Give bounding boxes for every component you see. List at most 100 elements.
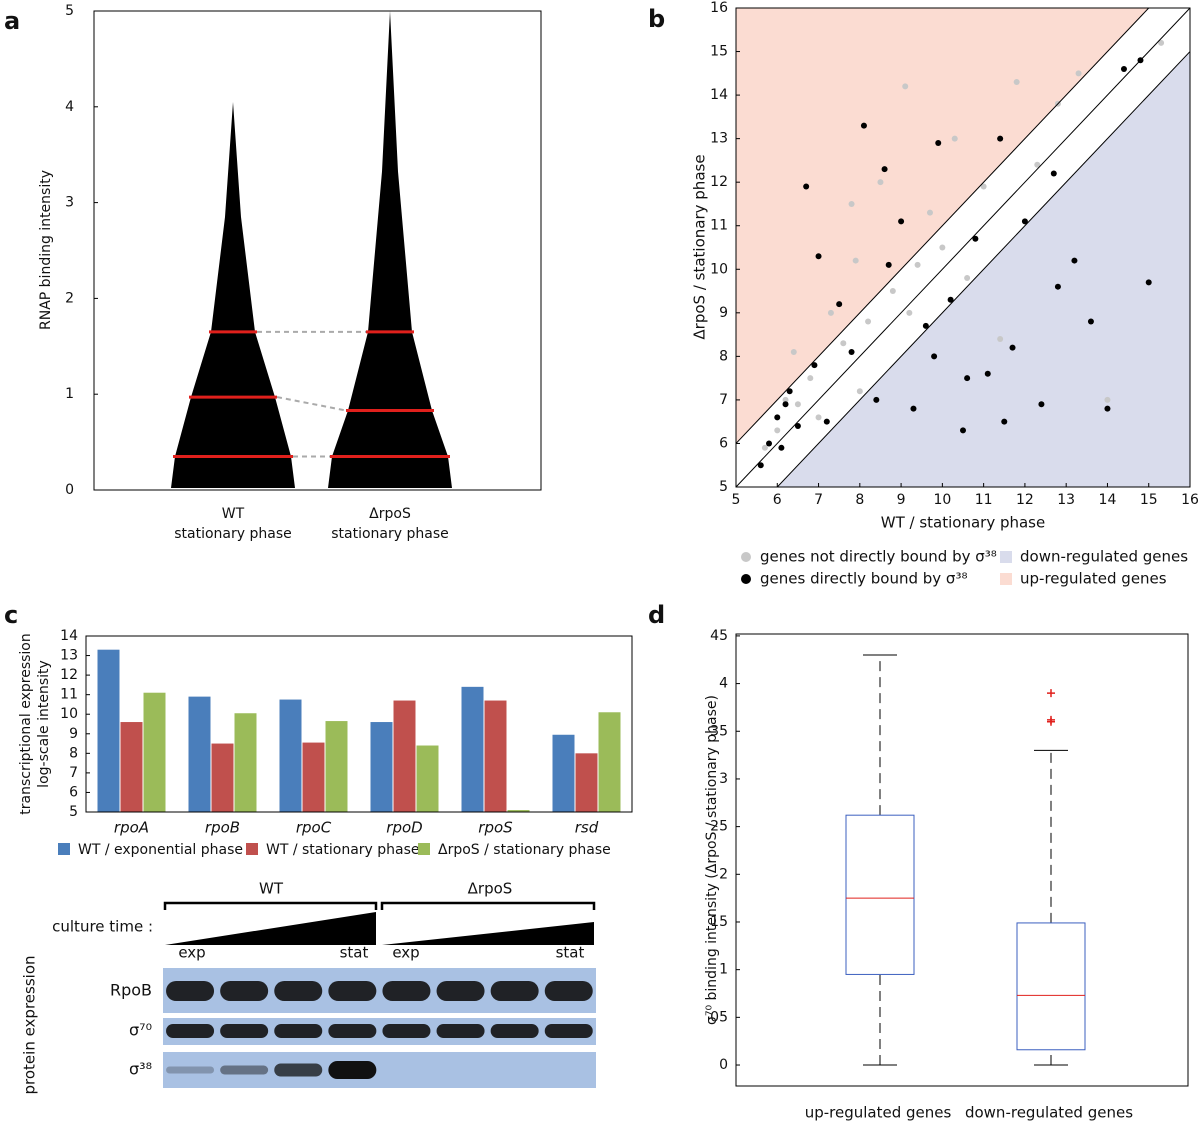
point [1013,79,1020,86]
blot-band [274,1063,323,1077]
y-tick-label: 16 [710,0,728,16]
bar [598,712,621,812]
point [1075,70,1082,77]
point [774,414,781,421]
point [774,427,781,434]
x-tick-label: 14 [1099,492,1117,508]
bar [188,696,211,812]
x-tick-label: rpoA [114,819,149,837]
y-tick-label: 3 [65,195,74,211]
x-tick-label: 13 [1057,492,1075,508]
point [931,353,938,360]
blot-band [220,981,269,1001]
bar [143,692,166,812]
bar [393,700,416,812]
y-axis-label: log-scale intensity [36,660,52,788]
blot-band [544,1024,593,1038]
y-tick-label: 25 [710,819,728,835]
connector [276,396,347,412]
point [1050,170,1057,177]
point [877,179,884,186]
point [1087,318,1094,325]
panel-label: b [648,5,665,33]
point [757,462,764,469]
bar [370,722,393,812]
y-tick-label: 2 [719,866,728,882]
blot-band [436,981,485,1001]
point [960,427,966,434]
point [939,244,946,251]
point [997,335,1004,342]
x-tick-label: 5 [732,492,741,508]
legend-swatch [418,843,430,855]
panel-label: c [4,601,18,629]
blot-band [490,981,539,1001]
point [860,122,867,129]
box [845,814,915,975]
panel-label: a [4,7,20,35]
outlier [1047,689,1055,698]
point [964,375,971,382]
gradient-triangle [382,922,594,945]
point [865,318,872,325]
point [980,183,987,190]
point [803,183,810,190]
x-tick-label: down-regulated genes [965,1104,1133,1122]
legend-swatch [1000,551,1012,563]
legend-marker [741,574,751,584]
box [1016,922,1086,1051]
reference-line [736,8,1150,444]
point [1145,279,1152,286]
point [1071,257,1078,264]
group-label: WT [259,880,284,898]
outlier [1047,715,1055,724]
x-tick-label: stationary phase [174,526,292,542]
point [778,444,785,451]
point [840,340,847,347]
point [782,396,789,403]
y-axis-label: RNAP binding intensity [38,170,54,330]
blot-band [274,1024,323,1038]
y-tick-label: 14 [710,87,728,103]
y-tick-label: 3 [719,771,728,787]
plot-area [736,8,1190,487]
time-label: stat [340,944,369,962]
point [984,370,991,377]
x-tick-label: 6 [773,492,782,508]
bar [416,745,439,812]
plot-frame [93,10,542,491]
blot-band [436,1024,485,1038]
point [827,309,834,316]
y-tick-label: 05 [710,1009,728,1025]
point [922,322,929,329]
side-label: protein expression [21,956,39,1095]
point [1104,396,1111,403]
group-label: ΔrpoS [468,880,513,898]
legend-label: up-regulated genes [1020,570,1167,588]
y-tick-label: 12 [710,174,728,190]
y-tick-label: 5 [719,479,728,495]
gradient-triangle [165,912,376,945]
point [807,375,814,382]
region [777,51,1190,487]
point [786,388,793,395]
plot-frame [85,635,633,813]
bar [234,713,257,812]
y-tick-label: 1 [65,386,74,402]
point [815,253,822,260]
point [1034,161,1041,168]
point [794,401,801,408]
bracket [163,901,596,910]
x-tick-label: up-regulated genes [805,1104,952,1122]
y-tick-label: 13 [710,131,728,147]
violin [171,102,295,488]
point [848,200,855,207]
row-label: σ³⁸ [129,1060,152,1079]
legend-label: genes not directly bound by σ³⁸ [760,548,997,566]
y-tick-label: 5 [69,804,78,820]
legend-label: WT / exponential phase [78,842,243,858]
point [885,261,892,268]
bar [211,743,234,812]
x-tick-label: 12 [1016,492,1034,508]
